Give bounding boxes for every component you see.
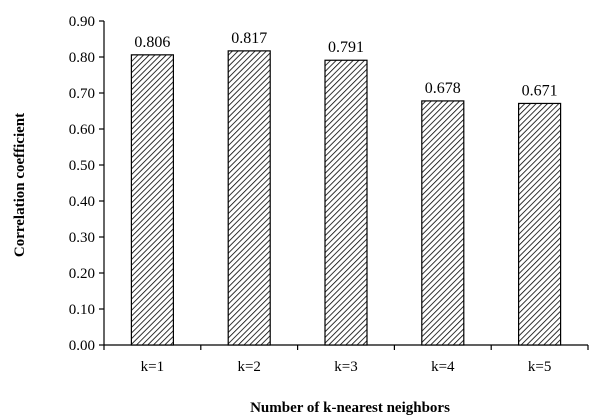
- data-label-4: 0.678: [425, 80, 461, 97]
- y-tick-label-3: 0.30: [69, 230, 95, 246]
- y-tick-label-9: 0.90: [69, 14, 95, 30]
- data-label-1: 0.806: [134, 34, 170, 51]
- y-tick-label-6: 0.60: [69, 122, 95, 138]
- data-label-5: 0.671: [522, 82, 558, 99]
- x-tick-label-4: k=4: [431, 359, 455, 375]
- x-tick-label-1: k=1: [141, 359, 164, 375]
- y-tick-label-4: 0.40: [69, 194, 95, 210]
- bar-2: [227, 50, 271, 346]
- y-tick-label-7: 0.70: [69, 86, 95, 102]
- y-axis-title: Correlation coefficient: [12, 113, 28, 257]
- plot-area: 0.00 0.10 0.20 0.30 0.40 0.50 0.60 0.70 0.80 0.90…: [69, 14, 589, 375]
- x-tick-label-3: k=3: [334, 359, 357, 375]
- y-tick-label-0: 0.00: [69, 338, 95, 354]
- x-tick-label-5: k=5: [528, 359, 551, 375]
- bar-1: [130, 54, 174, 346]
- bar-5: [517, 102, 562, 346]
- data-label-3: 0.791: [328, 39, 364, 56]
- y-tick-label-8: 0.80: [69, 50, 95, 66]
- y-tick-label-5: 0.50: [69, 158, 95, 174]
- bar-4: [421, 100, 465, 346]
- y-tick-label-2: 0.20: [69, 266, 95, 282]
- x-tick-label-2: k=2: [237, 359, 260, 375]
- x-axis-title: Number of k-nearest neighbors: [250, 400, 450, 416]
- y-tick-label-1: 0.10: [69, 302, 95, 318]
- bar-3: [324, 59, 368, 346]
- data-label-2: 0.817: [231, 30, 267, 47]
